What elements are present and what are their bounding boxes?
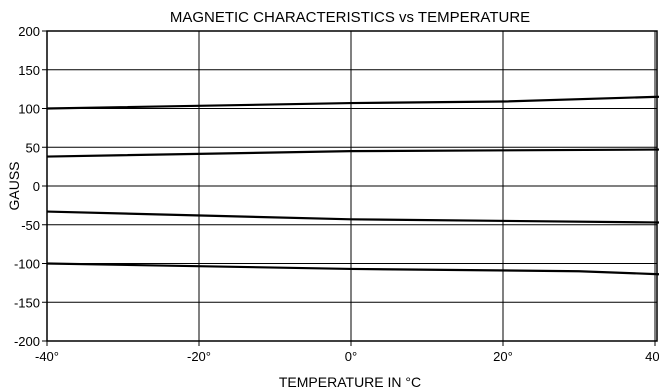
series-line-min-rel [46, 262, 659, 276]
chart-title: MAGNETIC CHARACTERISTICS vs TEMPERATURE [170, 9, 530, 26]
y-tick-label: 50 [26, 140, 40, 155]
x-tick-label: 20° [493, 349, 513, 364]
x-tick-label: -20° [187, 349, 211, 364]
series-line-typ-rel [46, 210, 659, 224]
y-axis-label: GAUSS [6, 161, 22, 210]
y-tick-label: 0 [33, 179, 40, 194]
x-axis-ticks: -40°-20°0°20°40°60°80°100°120° [35, 341, 659, 364]
series-line-max-op [46, 95, 659, 110]
y-tick-label: -50 [21, 218, 40, 233]
x-tick-label: -40° [35, 349, 59, 364]
y-tick-label: -150 [14, 295, 40, 310]
x-tick-label: 40° [645, 349, 659, 364]
series-lines [46, 95, 659, 276]
y-tick-label: 150 [18, 63, 40, 78]
x-axis-label: TEMPERATURE IN °C [279, 374, 421, 390]
x-tick-label: 0° [345, 349, 357, 364]
y-tick-label: -200 [14, 334, 40, 349]
series-line-typ-op [46, 148, 659, 158]
y-tick-label: 200 [18, 24, 40, 39]
y-axis-ticks: 200 150 100 50 0 -50 -100 -150 -200 [14, 24, 47, 349]
plot-frame [46, 30, 658, 342]
grid [47, 31, 657, 341]
y-tick-label: 100 [18, 102, 40, 117]
y-tick-label: -100 [14, 257, 40, 272]
